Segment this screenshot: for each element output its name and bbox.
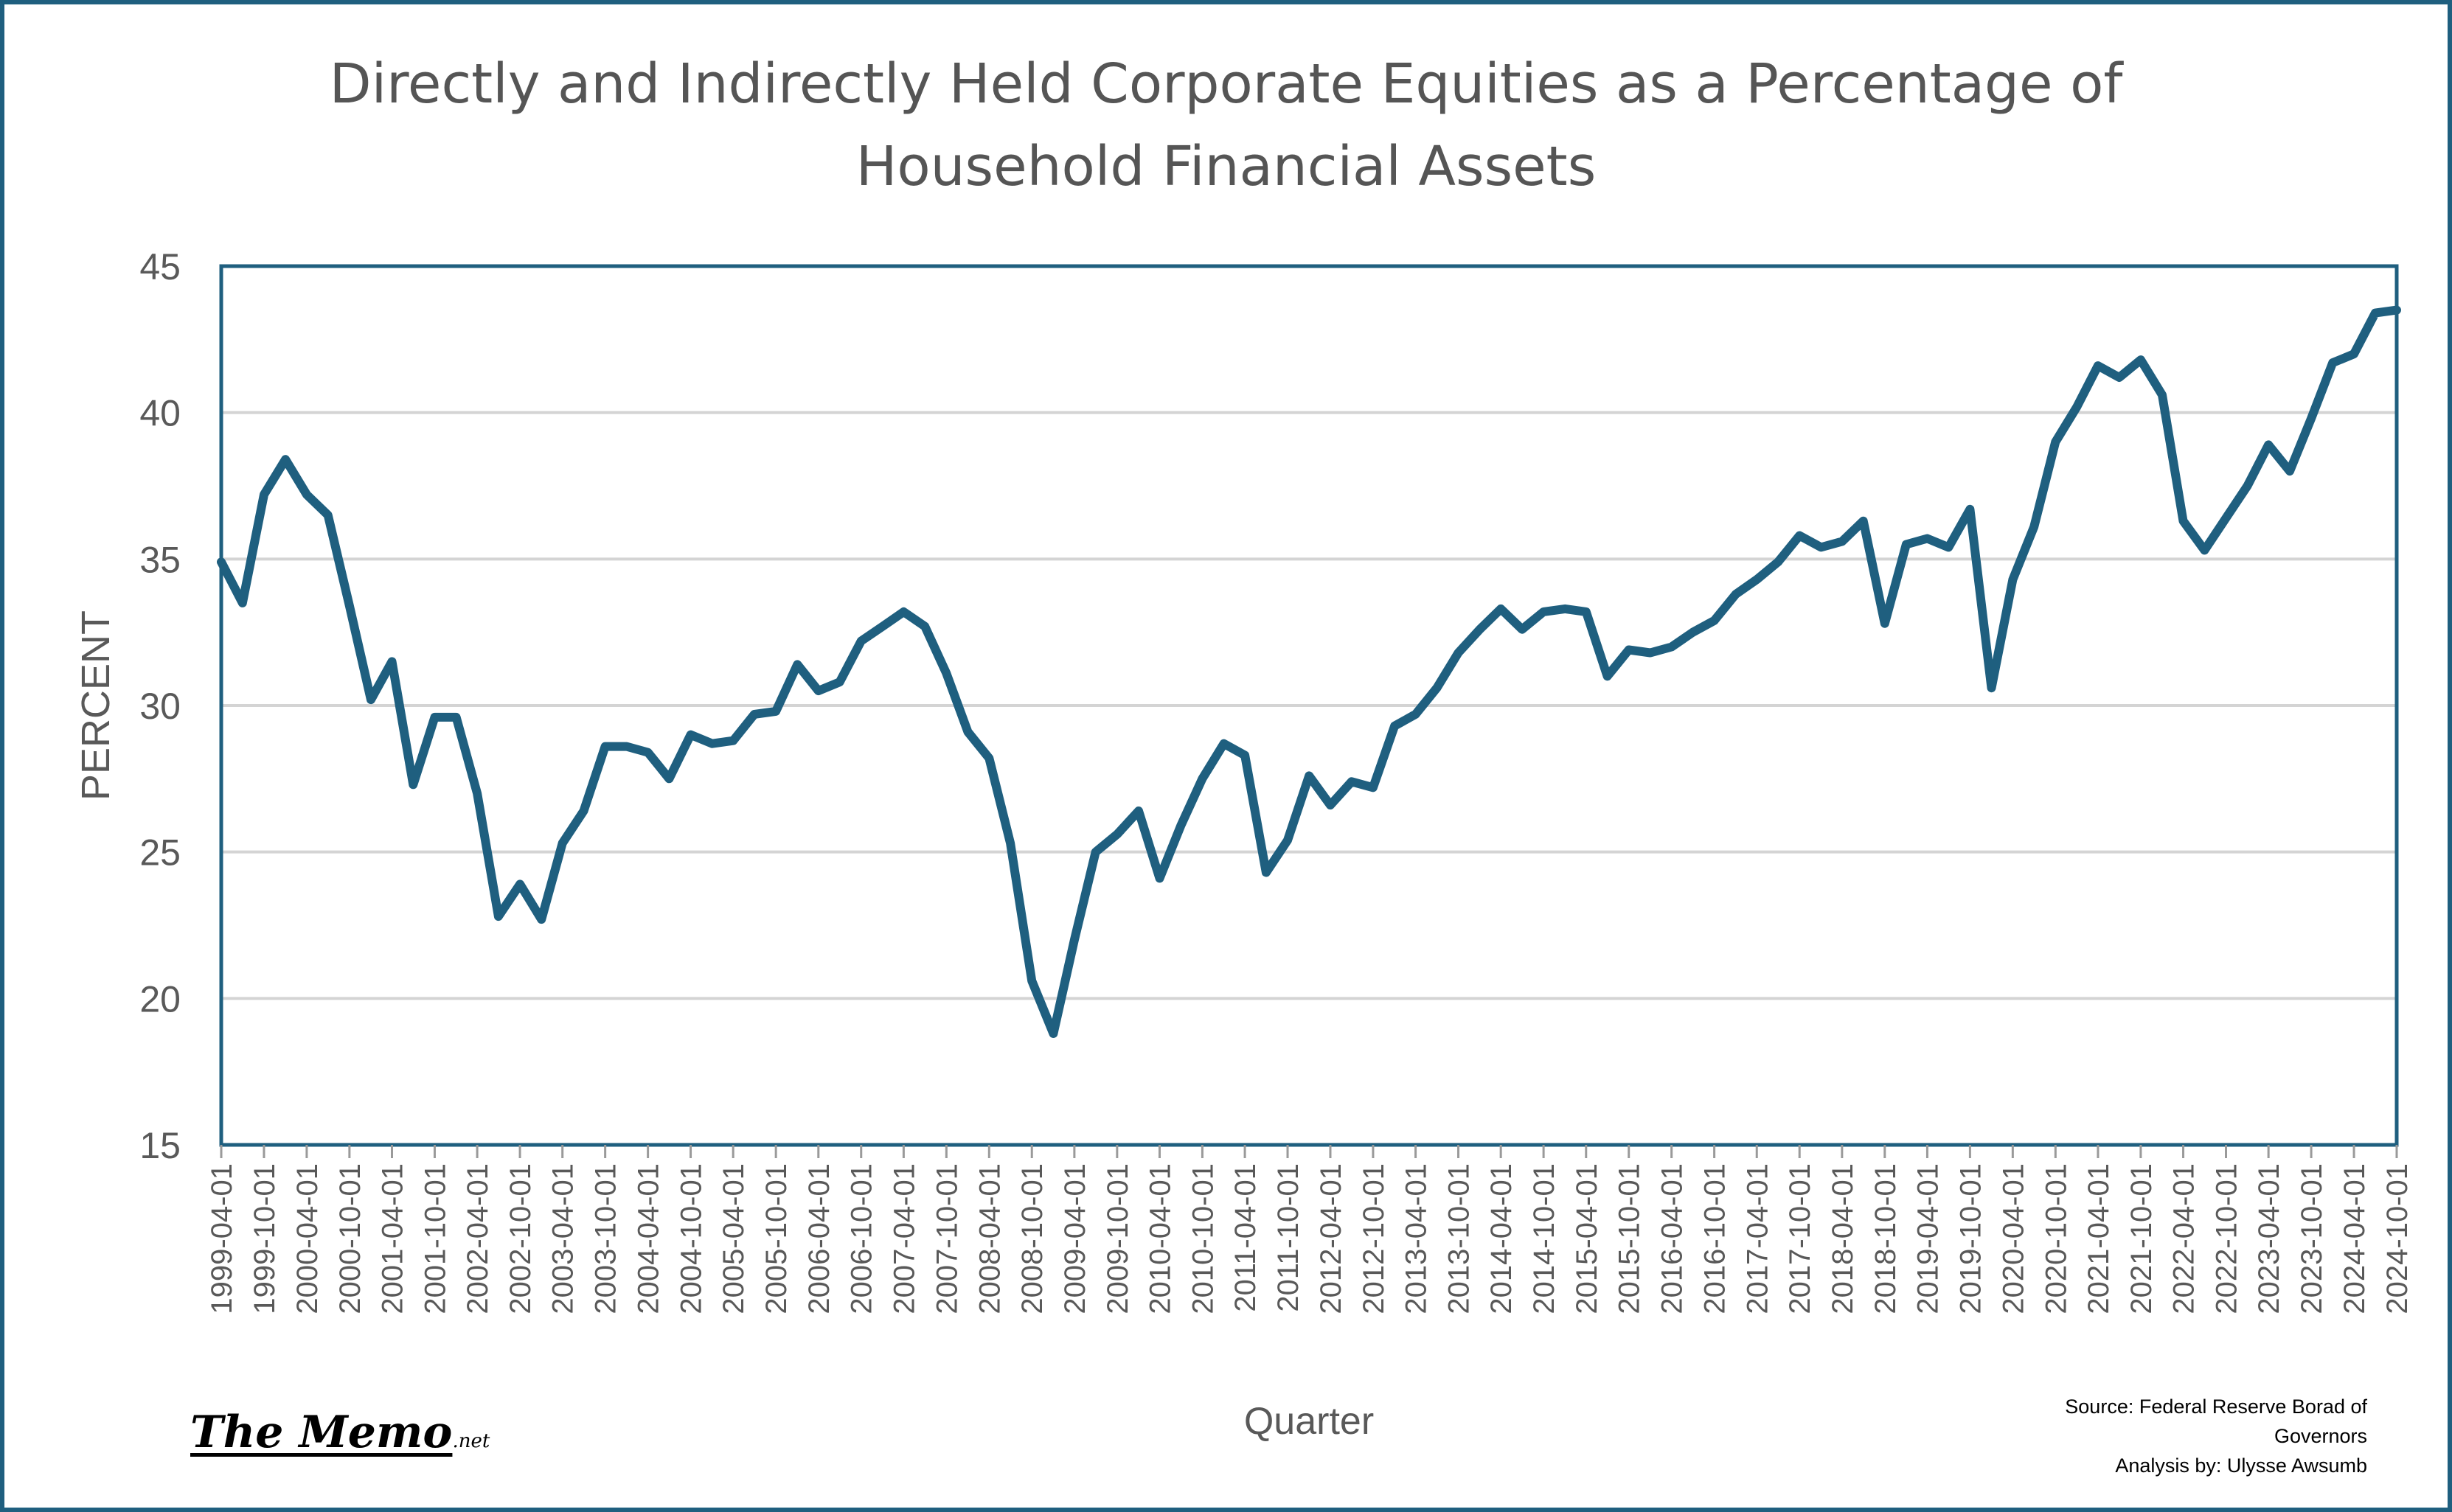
source-line-2: Governors — [2274, 1425, 2367, 1447]
y-tick-label: 25 — [139, 832, 181, 874]
x-axis-tick-labels: 1999-04-01 1999-10-01 2000-04-01 2000-10-01… — [206, 1145, 2414, 1314]
x-tick-label: 1999-10-01 — [249, 1163, 281, 1314]
x-tick-label: 2005-10-01 — [760, 1163, 793, 1314]
x-tick-label: 2017-04-01 — [1741, 1163, 1774, 1314]
x-tick-label: 2023-10-01 — [2296, 1163, 2328, 1314]
logo: The Memo.net — [190, 1407, 490, 1458]
x-tick-label: 2024-04-01 — [2338, 1163, 2371, 1314]
logo-text: The Memo — [190, 1407, 453, 1458]
grid-lines — [221, 411, 2397, 1000]
source-line-3: Analysis by: Ulysse Awsumb — [2115, 1454, 2367, 1477]
x-tick-label: 2005-04-01 — [718, 1163, 750, 1314]
plot-area-border — [219, 264, 2399, 1147]
y-tick-label: 20 — [139, 978, 181, 1020]
x-tick-label: 2006-04-01 — [803, 1163, 836, 1314]
x-tick-label: 2015-04-01 — [1571, 1163, 1603, 1314]
chart-title: Directly and Indirectly Held Corporate E… — [221, 43, 2231, 208]
y-tick-label: 15 — [139, 1125, 181, 1166]
x-tick-label: 2004-04-01 — [633, 1163, 665, 1314]
x-tick-label: 2001-10-01 — [419, 1163, 451, 1314]
x-tick-label: 2010-04-01 — [1144, 1163, 1176, 1314]
x-tick-label: 2003-10-01 — [590, 1163, 622, 1314]
x-tick-label: 2014-10-01 — [1528, 1163, 1560, 1314]
y-axis-tick-labels: 15 20 25 30 35 40 45 — [139, 246, 181, 1166]
x-tick-label: 2022-10-01 — [2210, 1163, 2243, 1314]
chart-title-line-1: Directly and Indirectly Held Corporate E… — [329, 52, 2123, 116]
logo-suffix: .net — [452, 1430, 490, 1452]
x-tick-label: 2003-04-01 — [547, 1163, 580, 1314]
chart-title-line-2: Household Financial Assets — [855, 135, 1597, 198]
source-note: Source: Federal Reserve Borad of Governo… — [2065, 1392, 2367, 1480]
source-line-1: Source: Federal Reserve Borad of — [2065, 1396, 2367, 1418]
x-tick-label: 2004-10-01 — [675, 1163, 708, 1314]
x-tick-label: 2019-10-01 — [1954, 1163, 1987, 1314]
y-axis-label: PERCENT — [74, 610, 118, 801]
x-tick-label: 2012-04-01 — [1315, 1163, 1347, 1314]
x-tick-label: 2017-10-01 — [1784, 1163, 1816, 1314]
y-tick-label: 30 — [139, 686, 181, 727]
x-tick-label: 2013-10-01 — [1443, 1163, 1476, 1314]
x-tick-label: 2000-04-01 — [291, 1163, 324, 1314]
x-tick-label: 2002-10-01 — [504, 1163, 537, 1314]
x-tick-label: 2009-04-01 — [1059, 1163, 1091, 1314]
x-tick-label: 2008-10-01 — [1016, 1163, 1049, 1314]
x-tick-label: 2008-04-01 — [973, 1163, 1006, 1314]
x-tick-label: 2006-10-01 — [846, 1163, 878, 1314]
x-tick-label: 2018-04-01 — [1827, 1163, 1859, 1314]
x-tick-label: 2012-10-01 — [1358, 1163, 1390, 1314]
series-line — [217, 305, 2401, 1038]
x-tick-label: 2001-04-01 — [377, 1163, 409, 1314]
x-tick-label: 2019-04-01 — [1911, 1163, 1944, 1314]
x-tick-label: 2023-04-01 — [2253, 1163, 2285, 1314]
x-tick-label: 2016-04-01 — [1656, 1163, 1689, 1314]
x-tick-label: 2022-04-01 — [2168, 1163, 2201, 1314]
x-tick-label: 2021-10-01 — [2125, 1163, 2158, 1314]
x-tick-label: 2007-04-01 — [888, 1163, 920, 1314]
x-tick-label: 2007-10-01 — [931, 1163, 963, 1314]
x-tick-label: 1999-04-01 — [206, 1163, 238, 1314]
x-tick-label: 2010-10-01 — [1187, 1163, 1219, 1314]
x-axis-label: Quarter — [1244, 1400, 1374, 1443]
x-tick-label: 2024-10-01 — [2381, 1163, 2414, 1314]
y-tick-label: 35 — [139, 539, 181, 580]
x-tick-label: 2009-10-01 — [1102, 1163, 1134, 1314]
x-tick-label: 2011-10-01 — [1272, 1163, 1305, 1312]
x-tick-label: 2018-10-01 — [1869, 1163, 1902, 1314]
x-tick-label: 2000-10-01 — [334, 1163, 367, 1314]
y-tick-label: 40 — [139, 393, 181, 434]
x-tick-label: 2020-10-01 — [2040, 1163, 2072, 1314]
x-tick-label: 2016-10-01 — [1699, 1163, 1732, 1314]
x-tick-label: 2021-04-01 — [2083, 1163, 2115, 1314]
x-tick-label: 2011-04-01 — [1229, 1163, 1262, 1312]
x-tick-label: 2013-04-01 — [1400, 1163, 1433, 1314]
x-tick-label: 2020-04-01 — [1997, 1163, 2029, 1314]
y-tick-label: 45 — [139, 246, 181, 288]
x-tick-label: 2002-04-01 — [462, 1163, 494, 1314]
x-tick-label: 2014-04-01 — [1485, 1163, 1518, 1314]
x-tick-label: 2015-10-01 — [1614, 1163, 1646, 1314]
